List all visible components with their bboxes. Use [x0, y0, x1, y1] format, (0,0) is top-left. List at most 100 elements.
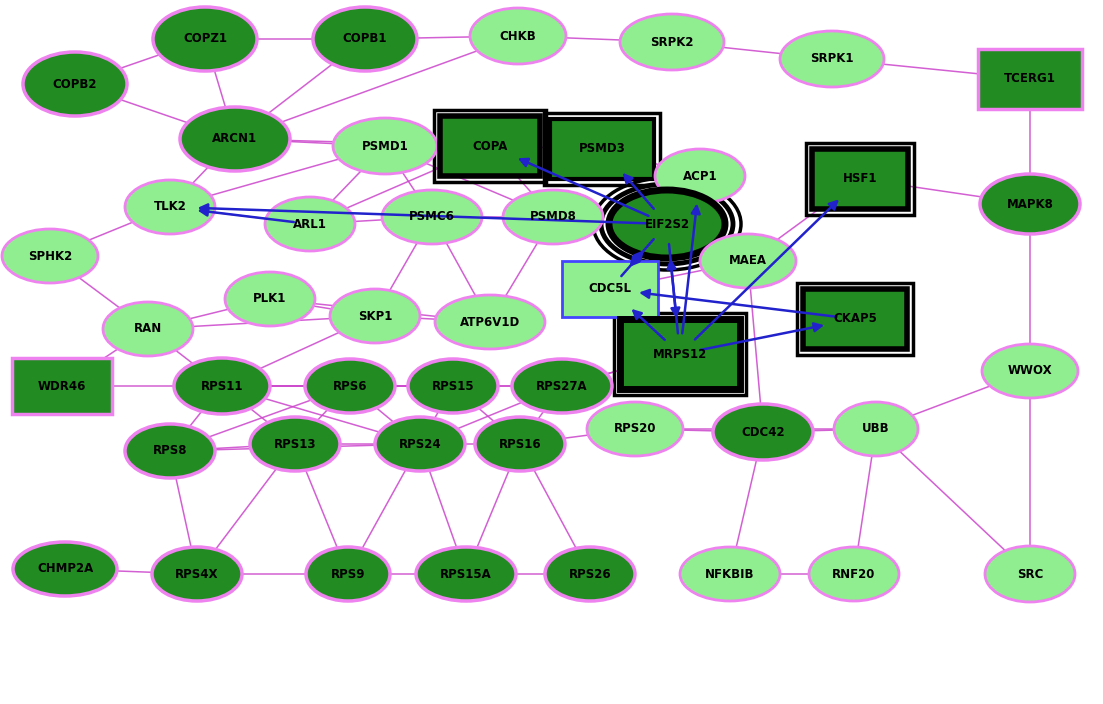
Bar [806, 143, 914, 215]
Text: PSMD8: PSMD8 [529, 210, 577, 223]
Ellipse shape [681, 547, 780, 601]
Text: RPS6: RPS6 [333, 379, 367, 393]
Ellipse shape [982, 344, 1078, 398]
Text: MAPK8: MAPK8 [1007, 198, 1053, 210]
Bar [803, 289, 907, 349]
Ellipse shape [713, 404, 813, 460]
Ellipse shape [333, 118, 437, 174]
Ellipse shape [985, 546, 1075, 602]
Text: RPS15: RPS15 [431, 379, 474, 393]
Text: WWOX: WWOX [1008, 365, 1052, 377]
Text: RNF20: RNF20 [833, 567, 876, 581]
Ellipse shape [408, 359, 497, 413]
Ellipse shape [153, 7, 257, 71]
Bar [440, 116, 540, 176]
Text: NFKBIB: NFKBIB [705, 567, 754, 581]
Text: RPS8: RPS8 [152, 444, 188, 458]
Bar [614, 313, 746, 395]
Text: PSMC6: PSMC6 [409, 210, 454, 223]
Text: EIF2S2: EIF2S2 [644, 218, 689, 230]
Ellipse shape [620, 14, 724, 70]
Ellipse shape [609, 190, 725, 258]
Ellipse shape [125, 424, 215, 478]
Ellipse shape [435, 295, 545, 349]
Ellipse shape [125, 180, 215, 234]
Bar [797, 283, 913, 355]
Ellipse shape [330, 289, 420, 343]
Text: RPS27A: RPS27A [536, 379, 588, 393]
Ellipse shape [306, 359, 395, 413]
Text: RPS26: RPS26 [569, 567, 611, 581]
Ellipse shape [512, 359, 612, 413]
Text: ARCN1: ARCN1 [213, 132, 258, 146]
Text: CKAP5: CKAP5 [833, 313, 877, 325]
Ellipse shape [2, 229, 98, 283]
Ellipse shape [382, 190, 482, 244]
Ellipse shape [700, 234, 796, 288]
Text: RPS24: RPS24 [398, 437, 441, 451]
Text: TCERG1: TCERG1 [1004, 73, 1056, 85]
Ellipse shape [503, 190, 603, 244]
Bar [812, 149, 908, 209]
Text: COPA: COPA [472, 139, 507, 153]
Text: RPS9: RPS9 [331, 567, 365, 581]
Text: RPS15A: RPS15A [440, 567, 492, 581]
Ellipse shape [225, 272, 315, 326]
Text: RPS11: RPS11 [201, 379, 244, 393]
Bar [550, 119, 654, 179]
Text: CDC5L: CDC5L [589, 282, 632, 296]
Ellipse shape [834, 402, 918, 456]
Ellipse shape [375, 417, 465, 471]
Text: PSMD3: PSMD3 [579, 142, 625, 156]
Ellipse shape [23, 52, 127, 116]
Text: COPB1: COPB1 [343, 32, 387, 46]
Text: SRC: SRC [1017, 567, 1043, 581]
Text: SPHK2: SPHK2 [28, 249, 72, 263]
Text: MRPS12: MRPS12 [653, 348, 707, 360]
Ellipse shape [587, 402, 683, 456]
Text: WDR46: WDR46 [38, 379, 86, 393]
Text: PLK1: PLK1 [254, 292, 287, 306]
Text: SRPK1: SRPK1 [811, 53, 854, 65]
Bar [563, 261, 658, 317]
Text: HSF1: HSF1 [843, 172, 877, 185]
Text: ARL1: ARL1 [293, 218, 326, 230]
Text: COPZ1: COPZ1 [183, 32, 227, 46]
Text: ATP6V1D: ATP6V1D [460, 315, 521, 329]
Ellipse shape [655, 149, 745, 203]
Ellipse shape [470, 8, 566, 64]
Ellipse shape [265, 197, 355, 251]
Text: RPS13: RPS13 [274, 437, 317, 451]
Text: PSMD1: PSMD1 [362, 139, 408, 153]
Text: MAEA: MAEA [729, 255, 767, 268]
Ellipse shape [416, 547, 516, 601]
Text: CDC42: CDC42 [741, 425, 785, 439]
Ellipse shape [103, 302, 193, 356]
Ellipse shape [152, 547, 242, 601]
Ellipse shape [780, 31, 884, 87]
Bar [978, 49, 1082, 109]
Ellipse shape [475, 417, 565, 471]
Text: SRPK2: SRPK2 [651, 35, 694, 49]
Text: TLK2: TLK2 [153, 201, 186, 213]
Text: COPB2: COPB2 [53, 77, 97, 91]
Text: CHMP2A: CHMP2A [36, 562, 93, 575]
Text: RPS16: RPS16 [499, 437, 542, 451]
Bar [620, 319, 740, 389]
Ellipse shape [808, 547, 899, 601]
Ellipse shape [979, 174, 1080, 234]
Ellipse shape [313, 7, 417, 71]
Ellipse shape [250, 417, 340, 471]
Ellipse shape [13, 542, 117, 596]
Text: RAN: RAN [133, 322, 162, 336]
Ellipse shape [174, 358, 270, 414]
Text: ACP1: ACP1 [683, 170, 717, 182]
Bar [544, 113, 660, 185]
Ellipse shape [545, 547, 635, 601]
Ellipse shape [180, 107, 290, 171]
Bar [433, 110, 546, 182]
Text: RPS20: RPS20 [613, 422, 656, 436]
Text: SKP1: SKP1 [357, 310, 393, 322]
Text: RPS4X: RPS4X [175, 567, 218, 581]
Text: CHKB: CHKB [500, 30, 536, 42]
